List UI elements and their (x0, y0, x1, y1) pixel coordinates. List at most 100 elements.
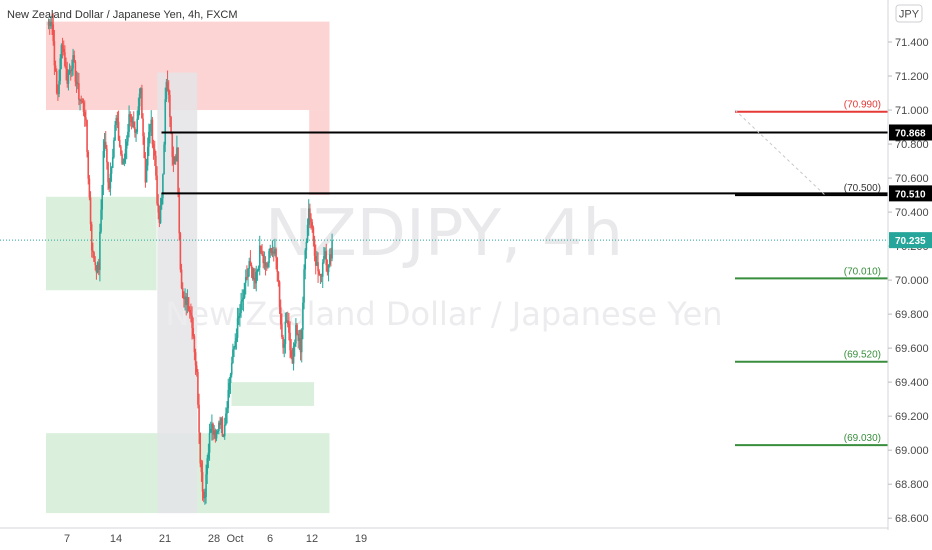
candle-body (136, 118, 139, 132)
candle-body (312, 227, 315, 241)
candle-body (58, 80, 60, 94)
level-label-1: (70.500) (844, 183, 881, 194)
price-axis[interactable]: 71.400 71.200 71.000 70.800 70.600 70.400 70.2… (887, 0, 932, 550)
candle-body (76, 83, 79, 85)
candle-body (320, 273, 323, 277)
candle-body (293, 343, 296, 347)
candle-body (222, 435, 225, 437)
candle-body (194, 352, 197, 366)
candle-body (142, 118, 144, 137)
candle-body (304, 250, 307, 270)
candle-body (221, 418, 224, 437)
candle-body (50, 21, 52, 27)
zone-demand-5 (231, 382, 315, 406)
candle-body (178, 194, 181, 234)
projection-dash (734, 109, 826, 196)
zone-demand-4 (46, 433, 158, 514)
candle-body (247, 268, 249, 278)
candle-body (186, 297, 189, 305)
candle-body (78, 83, 80, 100)
candle-body (327, 264, 330, 273)
candle-body (183, 297, 185, 300)
candle-body (229, 374, 232, 384)
candle-body (130, 117, 133, 123)
candle-body (88, 178, 91, 198)
time-tick-label: 12 (306, 533, 318, 545)
candle-body (190, 312, 192, 316)
candle-body (61, 45, 64, 49)
candle-body (171, 132, 174, 157)
candle-body (164, 99, 167, 145)
candle-body (283, 344, 286, 348)
candle-body (326, 265, 329, 273)
candle-body (127, 131, 129, 142)
candle-body (212, 423, 214, 435)
candle-body (281, 324, 283, 338)
candle-body (232, 349, 234, 363)
candle-body (157, 203, 160, 213)
candle-body (317, 262, 319, 272)
candle-body (290, 350, 293, 358)
candle-body (89, 197, 92, 225)
candle-body (122, 162, 125, 164)
candle-body (213, 430, 216, 435)
candle-body (48, 21, 51, 27)
candle-body (306, 224, 309, 242)
price-tick-label: 71.000 (895, 105, 929, 117)
candle-body (197, 372, 199, 405)
candle-body (116, 117, 119, 122)
candle-body (314, 255, 317, 266)
candle-body (211, 423, 213, 429)
candle-body (162, 174, 164, 199)
candle-body (295, 324, 297, 344)
candle-body (81, 101, 84, 103)
price-tick-label: 68.800 (895, 479, 929, 491)
candle-body (269, 248, 272, 251)
candle-body (176, 147, 178, 162)
price-badge-label-0: 70.868 (895, 128, 926, 139)
candle-body (191, 315, 193, 329)
candle-body (324, 251, 326, 256)
candle-body (309, 208, 311, 219)
candle-body (204, 496, 206, 499)
candle-body (285, 320, 288, 322)
candle-body (209, 428, 212, 433)
price-badge-0 (889, 124, 932, 141)
candle-body (230, 362, 233, 375)
candle-body (80, 99, 83, 102)
candle-body (225, 413, 227, 425)
candle-body (165, 81, 168, 100)
candle-body (173, 156, 176, 165)
candle-body (172, 156, 175, 165)
candle-body (300, 329, 303, 353)
candle-body (192, 328, 195, 337)
candle-body (72, 55, 74, 69)
candle-body (184, 296, 186, 300)
candle-body (241, 299, 244, 302)
candle-body (125, 141, 128, 149)
candle-body (257, 267, 260, 270)
candle-body (296, 324, 298, 334)
candle-body (52, 24, 55, 42)
candle-body (297, 333, 300, 341)
candle-body (86, 120, 88, 152)
candle-body (215, 432, 218, 439)
symbol-title: New Zealand Dollar / Japanese Yen, 4h, F… (7, 9, 238, 21)
candle-body (152, 144, 155, 150)
candle-body (319, 273, 322, 275)
candle-body (156, 175, 158, 204)
time-axis[interactable]: 7 14 21 28 Oct 6 12 19 (0, 527, 888, 545)
time-tick-label: 28 (208, 533, 220, 545)
candle-body (100, 209, 102, 232)
currency-button[interactable]: JPY (895, 4, 923, 23)
candle-body (83, 112, 86, 118)
time-tick-label: 6 (267, 533, 273, 545)
candle-body (75, 81, 78, 84)
candle-body (270, 248, 273, 253)
candle-body (132, 121, 135, 128)
candle-body (143, 136, 146, 158)
price-tick-label: 69.800 (895, 309, 929, 321)
candle-body (104, 141, 107, 149)
candle-body (234, 341, 237, 348)
